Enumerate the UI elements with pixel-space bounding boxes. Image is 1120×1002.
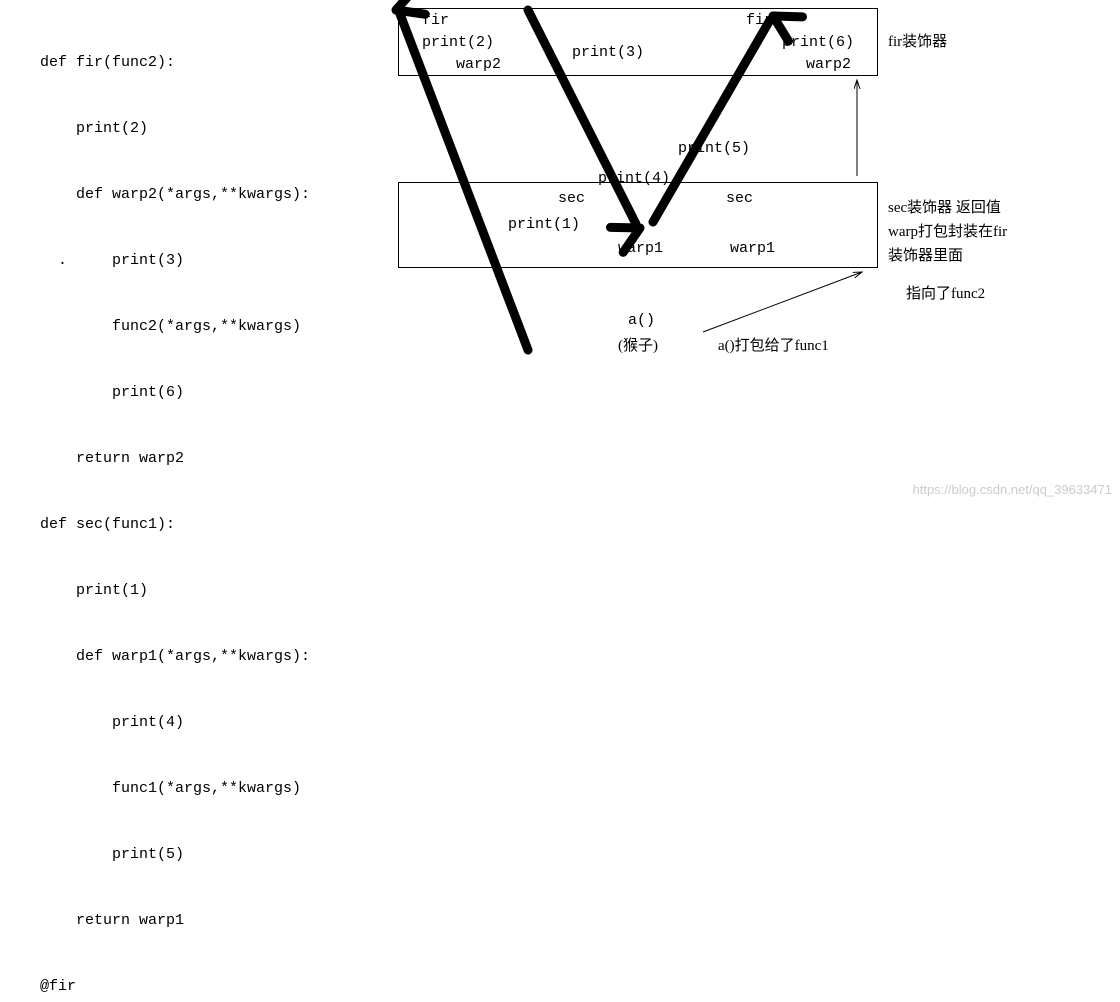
code-line: print(1) [40, 580, 310, 602]
code-line: return warp2 [40, 448, 310, 470]
diagram-area: fir print(2) warp2 print(3) fir print(6)… [378, 0, 1120, 501]
fir-label-2: fir [746, 12, 773, 29]
code-line: . print(3) [40, 250, 310, 272]
code-line: @fir [40, 976, 310, 998]
fir-label-1: fir [422, 12, 449, 29]
sec-label-1: sec [558, 190, 585, 207]
fir-decorator-label: fir装饰器 [888, 30, 947, 51]
code-line: print(4) [40, 712, 310, 734]
print6-label: print(6) [782, 34, 854, 51]
code-line: func1(*args,**kwargs) [40, 778, 310, 800]
code-line: print(2) [40, 118, 310, 140]
code-line: def fir(func2): [40, 52, 310, 74]
watermark: https://blog.csdn.net/qq_39633471 [913, 482, 1113, 497]
sec-dec-line3: 装饰器里面 [888, 244, 963, 265]
print4-label: print(4) [598, 170, 670, 187]
code-line: print(5) [40, 844, 310, 866]
code-line: def warp1(*args,**kwargs): [40, 646, 310, 668]
code-line: print(6) [40, 382, 310, 404]
warp2-label-a: warp2 [456, 56, 501, 73]
warp1-label-b: warp1 [730, 240, 775, 257]
print3-label: print(3) [572, 44, 644, 61]
a-call-label: a() [628, 312, 655, 329]
a-pack-label: a()打包给了func1 [718, 334, 829, 355]
monkey-label: (猴子) [618, 334, 658, 355]
print1-label: print(1) [508, 216, 580, 233]
sec-dec-line2: warp打包封装在fir [888, 220, 1007, 241]
code-line: func2(*args,**kwargs) [40, 316, 310, 338]
thin-arrow-func1 [703, 272, 862, 332]
point-func2: 指向了func2 [906, 282, 985, 303]
code-line: return warp1 [40, 910, 310, 932]
code-block: def fir(func2): print(2) def warp2(*args… [40, 8, 310, 1002]
sec-dec-line1: sec装饰器 返回值 [888, 196, 1001, 217]
sec-label-2: sec [726, 190, 753, 207]
print5-label: print(5) [678, 140, 750, 157]
warp1-label-a: warp1 [618, 240, 663, 257]
print2-label: print(2) [422, 34, 494, 51]
code-line: def sec(func1): [40, 514, 310, 536]
code-line: def warp2(*args,**kwargs): [40, 184, 310, 206]
warp2-label-b: warp2 [806, 56, 851, 73]
